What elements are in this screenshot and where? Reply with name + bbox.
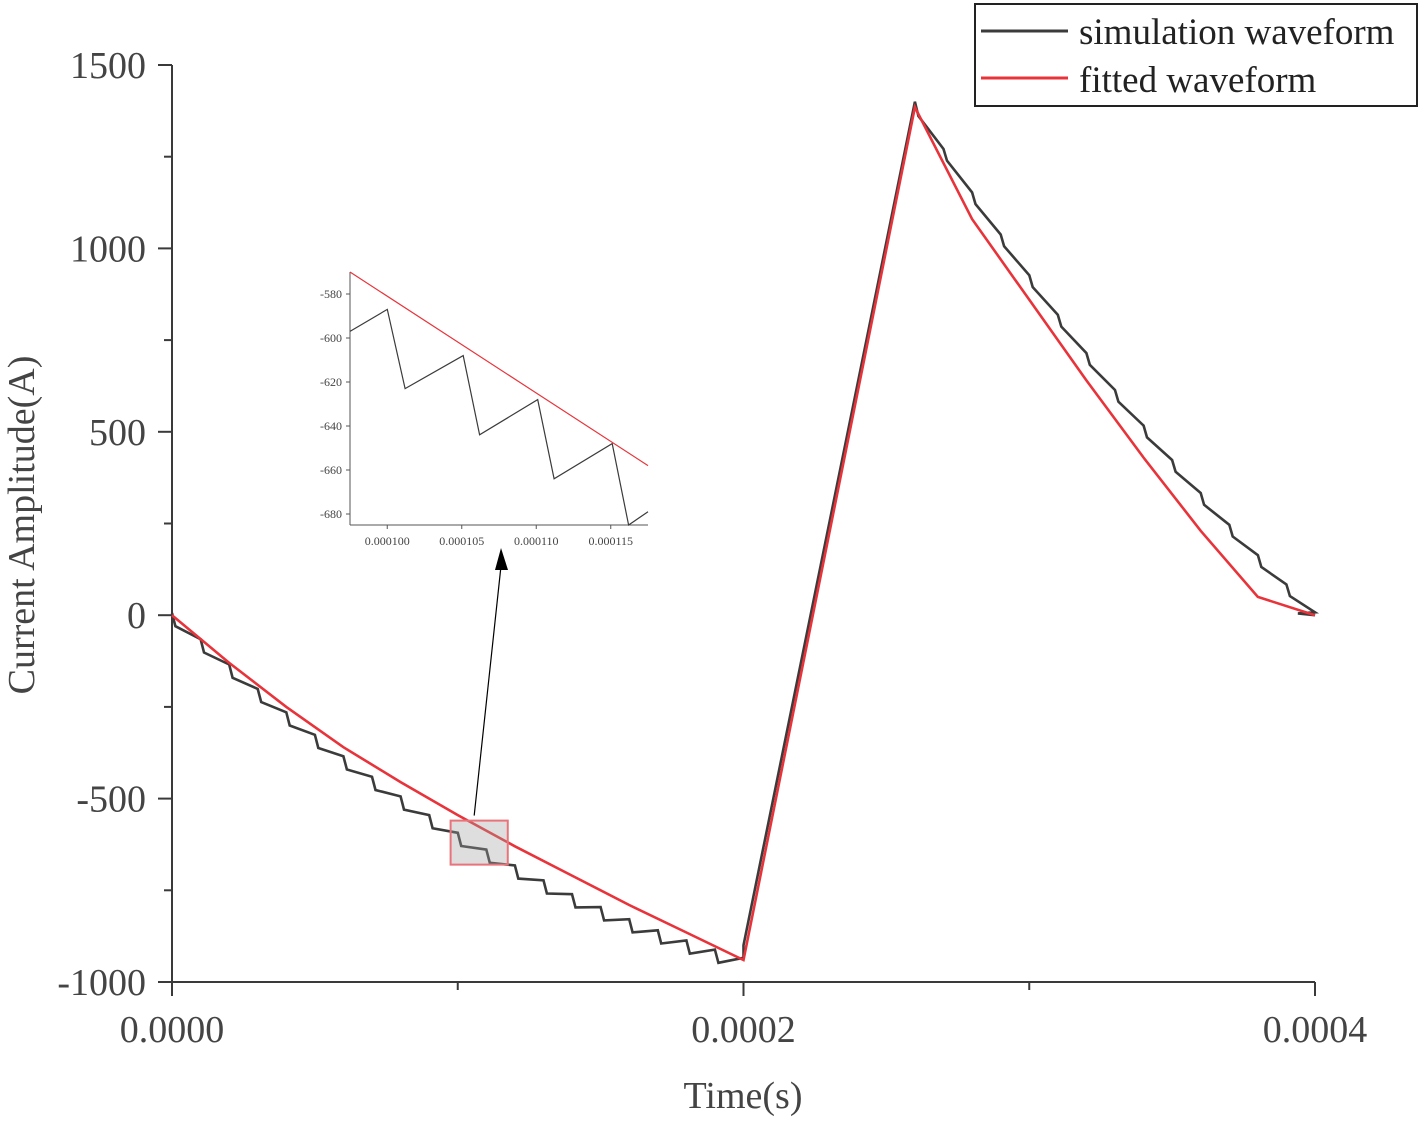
inset-plot: -580 -600 -620 -640 -660 -680 0.000100 0.000105… bbox=[320, 271, 649, 548]
x-tick-label: 0.0002 bbox=[691, 1009, 796, 1051]
legend-label-fitted: fitted waveform bbox=[1079, 60, 1317, 101]
x-tick-label: 0.0000 bbox=[120, 1009, 225, 1051]
inset-x-tick-label: 0.000110 bbox=[514, 534, 559, 548]
y-axis-title: Current Amplitude(A) bbox=[1, 356, 43, 695]
y-tick-label: 1500 bbox=[70, 45, 146, 87]
inset-y-tick-label: -620 bbox=[320, 375, 342, 389]
legend: simulation waveform fitted waveform bbox=[974, 3, 1418, 107]
inset-y-tick-label: -600 bbox=[320, 331, 342, 345]
inset-x-tick-label: 0.000100 bbox=[365, 534, 410, 548]
inset-y-tick-label: -580 bbox=[320, 287, 342, 301]
y-tick-label: 1000 bbox=[70, 228, 146, 270]
y-tick-label: 500 bbox=[89, 412, 146, 454]
y-tick-label: 0 bbox=[127, 595, 146, 637]
zoom-arrow-line bbox=[473, 565, 502, 816]
inset-x-tick-label: 0.000115 bbox=[588, 534, 633, 548]
legend-label-simulation: simulation waveform bbox=[1079, 12, 1395, 53]
inset-y-tick-label: -680 bbox=[320, 507, 342, 521]
series-line-fitted bbox=[171, 103, 1316, 962]
series-layer bbox=[170, 101, 1320, 965]
y-tick-label: -1000 bbox=[57, 962, 146, 1004]
main-axes: -1000 -500 0 500 1000 1500 0.0000 0.0002 0.0004 bbox=[57, 45, 1367, 1051]
legend-box bbox=[974, 3, 1418, 107]
series-line-simulation bbox=[170, 101, 1320, 965]
inset-x-tick-label: 0.000105 bbox=[439, 534, 484, 548]
inset-series-fitted bbox=[349, 271, 649, 467]
x-tick-label: 0.0004 bbox=[1263, 1009, 1368, 1051]
y-tick-label: -500 bbox=[76, 779, 146, 821]
x-axis-title: Time(s) bbox=[684, 1075, 803, 1117]
zoom-layer bbox=[449, 548, 509, 866]
zoom-box bbox=[449, 819, 509, 866]
inset-y-tick-label: -660 bbox=[320, 463, 342, 477]
inset-y-tick-label: -640 bbox=[320, 419, 342, 433]
inset-series-simulation bbox=[349, 308, 649, 527]
zoom-arrow-head bbox=[495, 548, 508, 570]
